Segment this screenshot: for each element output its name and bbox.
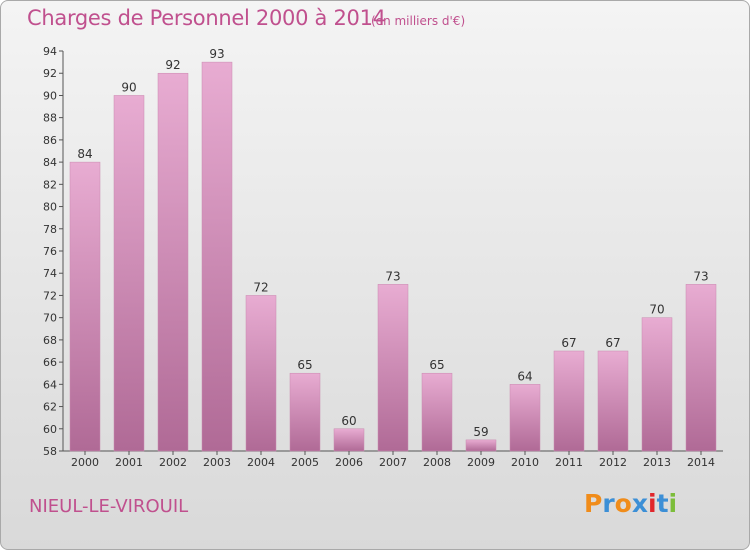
bar [597, 350, 629, 452]
bar [553, 350, 585, 452]
y-tick-label: 72 [43, 289, 57, 302]
y-tick-label: 66 [43, 356, 57, 369]
data-label: 64 [517, 369, 532, 383]
y-tick-label: 88 [43, 112, 57, 125]
bar [465, 439, 497, 452]
data-label: 59 [473, 425, 488, 439]
y-tick-label: 68 [43, 334, 57, 347]
proxiti-logo[interactable]: Proxiti [584, 489, 677, 518]
x-tick-label: 2002 [159, 456, 187, 469]
bar [377, 284, 409, 452]
logo-letter: i [648, 489, 657, 518]
data-label: 65 [429, 358, 444, 372]
x-tick-label: 2007 [379, 456, 407, 469]
bar [333, 428, 365, 452]
y-tick-label: 80 [43, 201, 57, 214]
y-tick-label: 62 [43, 401, 57, 414]
logo-letter: i [668, 489, 678, 518]
bar [421, 372, 453, 452]
x-tick-label: 2006 [335, 456, 363, 469]
x-tick-label: 2013 [643, 456, 671, 469]
data-label: 84 [77, 147, 92, 161]
y-tick-label: 64 [43, 378, 57, 391]
y-tick-label: 94 [43, 45, 57, 58]
x-tick-label: 2001 [115, 456, 143, 469]
y-tick-label: 90 [43, 89, 57, 102]
data-label: 60 [341, 414, 356, 428]
x-tick-label: 2012 [599, 456, 627, 469]
x-tick-label: 2009 [467, 456, 495, 469]
x-tick-label: 2004 [247, 456, 275, 469]
commune-name: NIEUL-LE-VIROUIL [29, 496, 189, 517]
data-label: 65 [297, 358, 312, 372]
y-tick-label: 84 [43, 156, 57, 169]
data-label: 73 [693, 269, 708, 283]
bar [69, 161, 101, 452]
logo-letter: r [602, 489, 615, 518]
data-label: 92 [165, 58, 180, 72]
bar [509, 384, 541, 452]
bar [245, 295, 277, 452]
logo-letter: P [584, 489, 603, 518]
data-label: 93 [209, 47, 224, 61]
y-tick-label: 82 [43, 178, 57, 191]
data-label: 72 [253, 280, 268, 294]
y-tick-label: 92 [43, 67, 57, 80]
y-tick-label: 60 [43, 423, 57, 436]
data-label: 67 [605, 336, 620, 350]
chart-subtitle: (en milliers d'€) [371, 14, 466, 28]
data-label: 67 [561, 336, 576, 350]
logo-letter: o [614, 489, 632, 518]
x-tick-label: 2011 [555, 456, 583, 469]
data-label: 73 [385, 269, 400, 283]
bar [641, 317, 673, 452]
data-label: 90 [121, 80, 136, 94]
x-tick-label: 2005 [291, 456, 319, 469]
y-tick-label: 86 [43, 134, 57, 147]
x-tick-label: 2010 [511, 456, 539, 469]
bar [113, 95, 145, 452]
bar [157, 72, 189, 452]
bar [289, 372, 321, 452]
bar [685, 284, 717, 452]
y-tick-label: 70 [43, 312, 57, 325]
chart-title: Charges de Personnel 2000 à 2014 [27, 6, 386, 30]
y-tick-label: 76 [43, 245, 57, 258]
bar [201, 61, 233, 452]
logo-letter: t [656, 489, 669, 518]
data-label: 70 [649, 303, 664, 317]
y-tick-label: 58 [43, 445, 57, 458]
y-tick-label: 78 [43, 223, 57, 236]
x-tick-label: 2014 [687, 456, 715, 469]
x-tick-label: 2000 [71, 456, 99, 469]
y-tick-label: 74 [43, 267, 57, 280]
logo-letter: x [631, 489, 648, 518]
x-tick-label: 2008 [423, 456, 451, 469]
x-tick-label: 2003 [203, 456, 231, 469]
